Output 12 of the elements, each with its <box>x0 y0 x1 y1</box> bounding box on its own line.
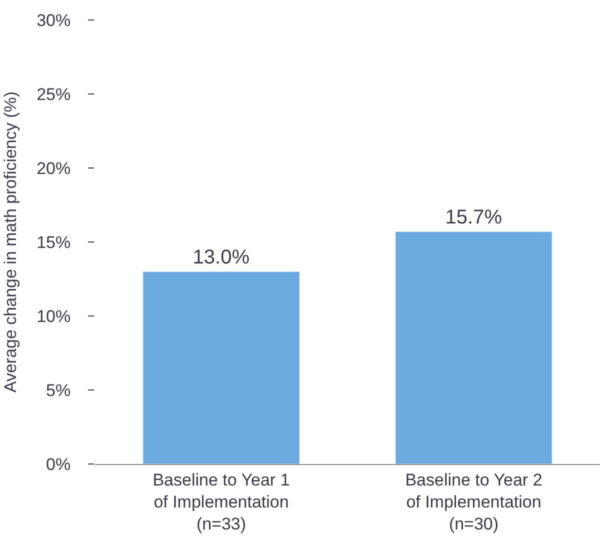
data-label: 15.7% <box>445 206 502 229</box>
y-tick-label: 0% <box>46 454 71 474</box>
y-tick-label: 25% <box>36 84 71 104</box>
y-tick-label: 20% <box>36 158 71 178</box>
y-axis-title: Average change in math proficiency (%) <box>1 91 20 393</box>
data-label: 13.0% <box>192 246 250 269</box>
y-tick-label: 30% <box>36 10 71 30</box>
x-tick-label: Baseline to Year 1 of Implementation (n=33) <box>152 470 290 534</box>
y-tick-label: 10% <box>36 306 71 326</box>
x-tick-label: Baseline to Year 2 of Implementation (n=30) <box>405 470 542 534</box>
y-tick-label: 5% <box>46 380 71 400</box>
y-tick-label: 15% <box>36 232 71 252</box>
